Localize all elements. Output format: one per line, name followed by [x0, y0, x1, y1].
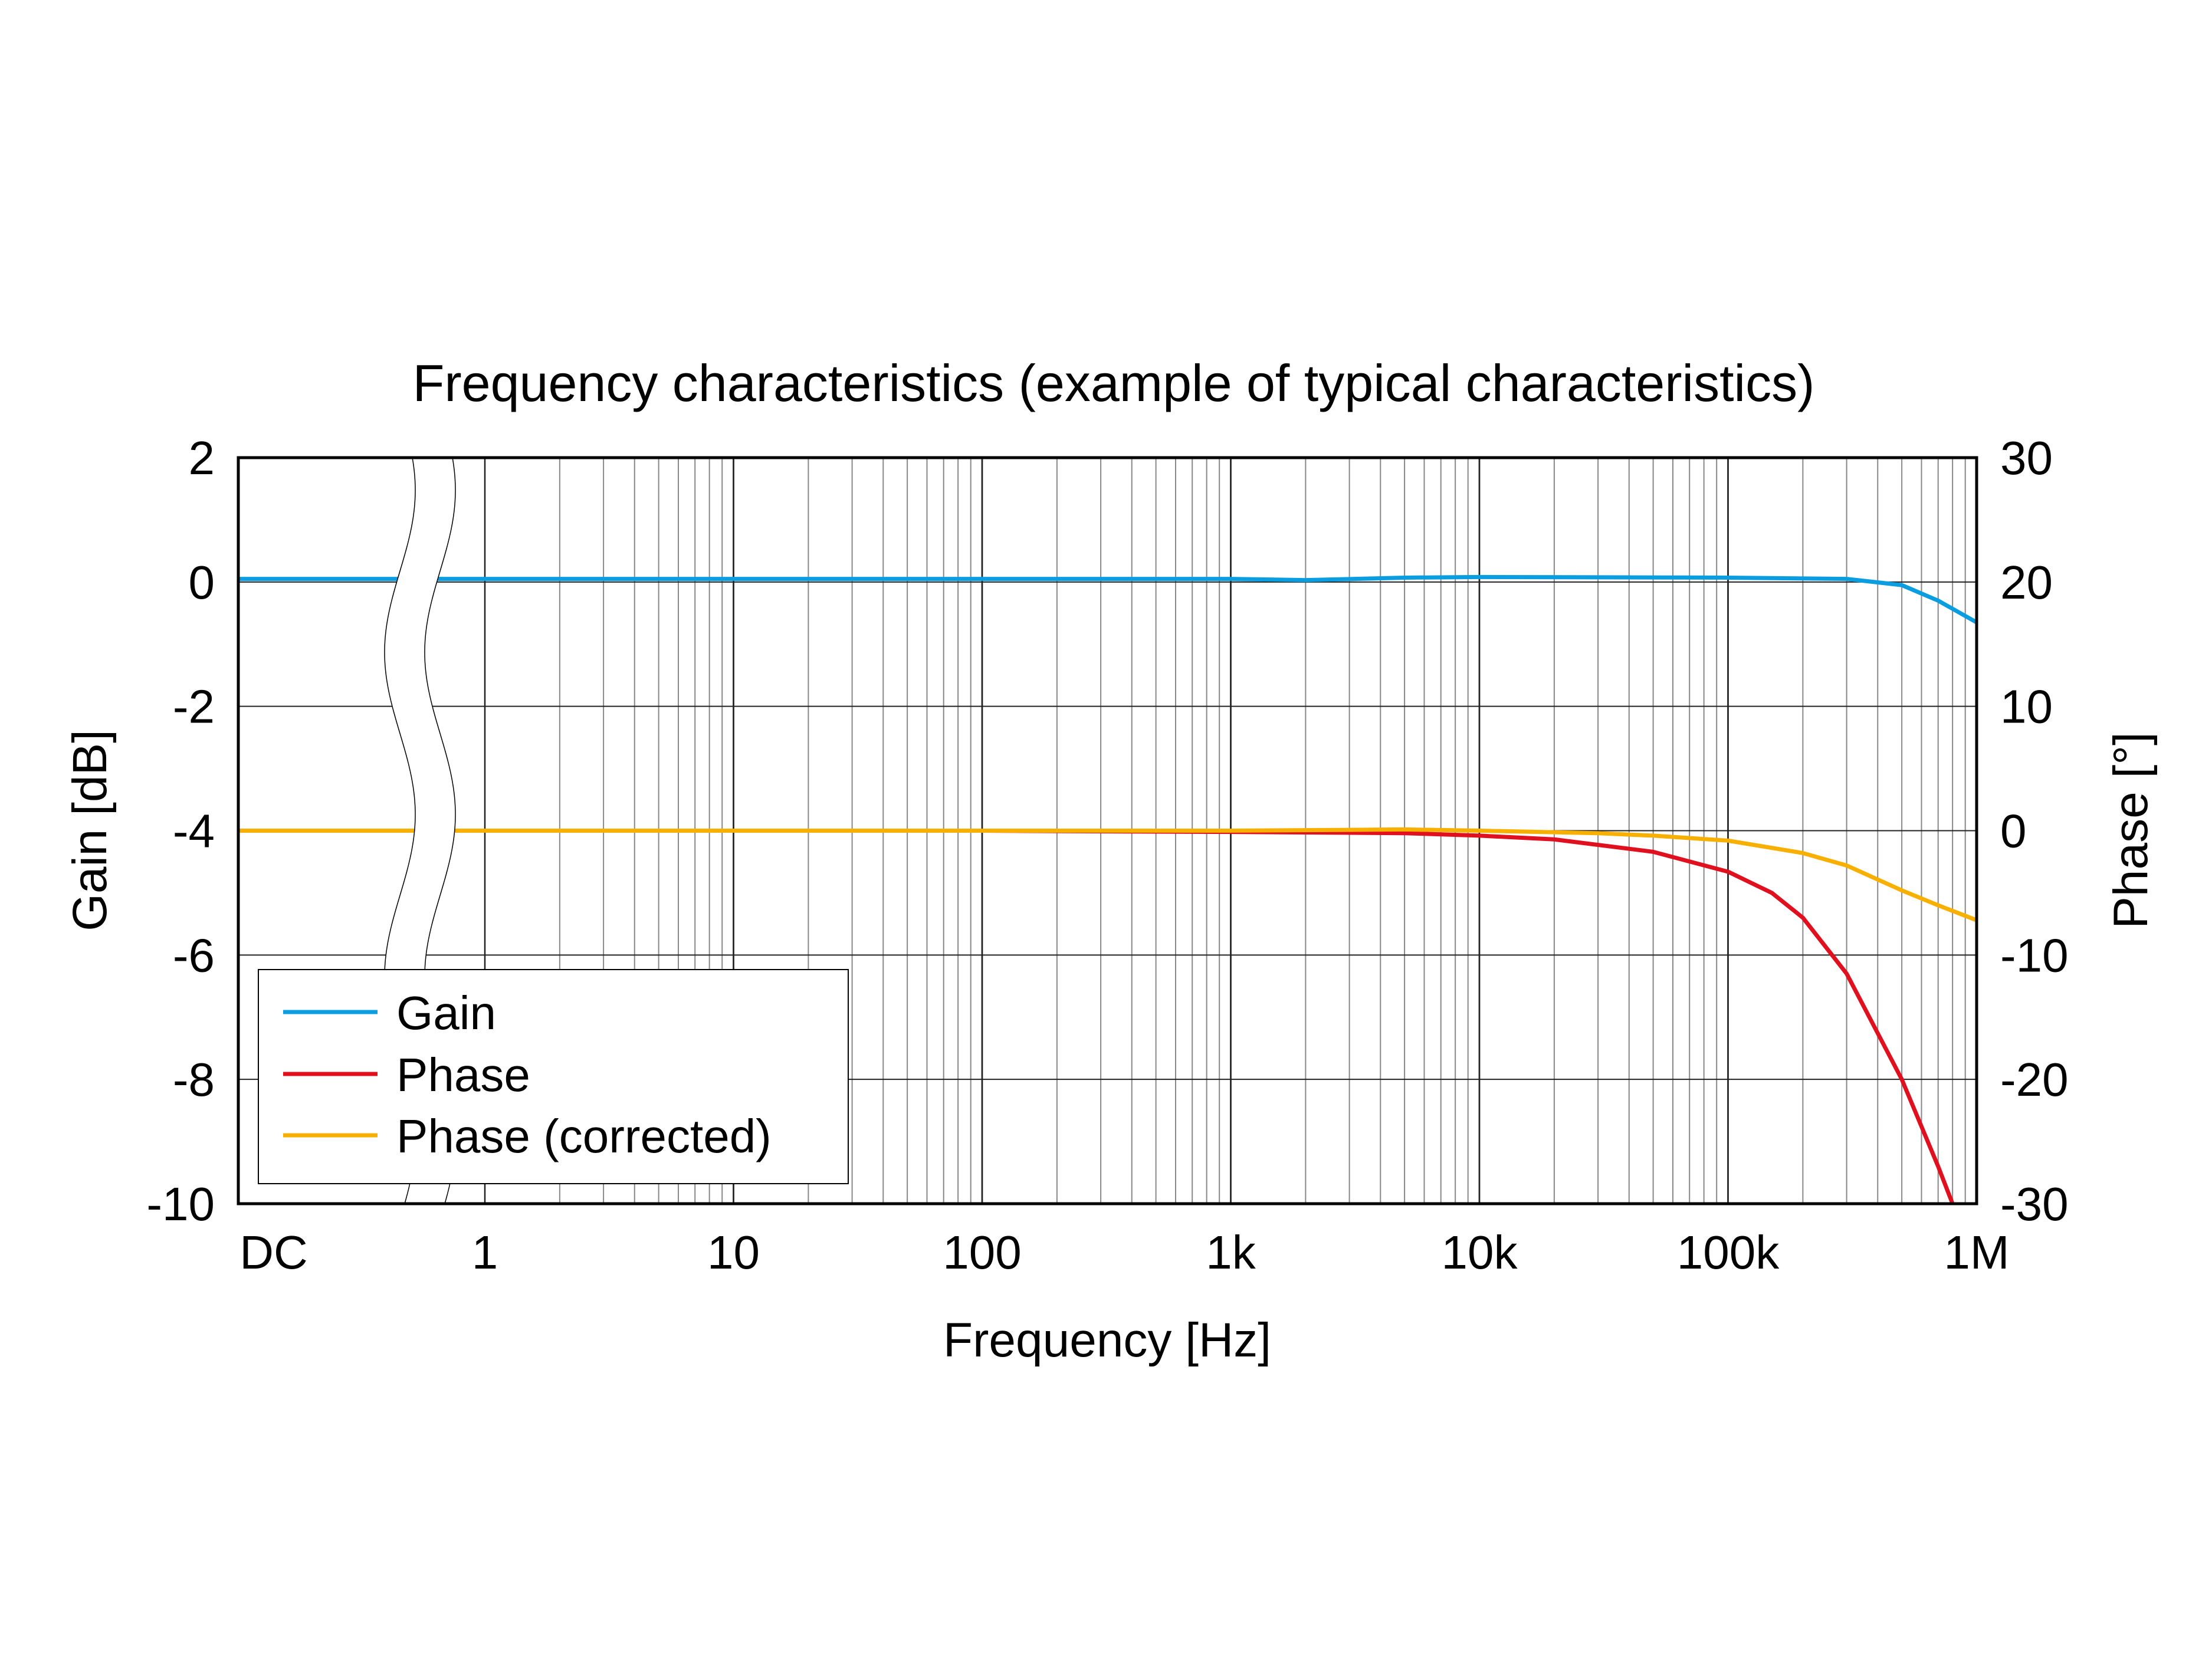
x-tick-label: DC [239, 1226, 308, 1279]
y2-tick-label: -20 [2000, 1053, 2069, 1106]
y-tick-label: -4 [173, 805, 215, 858]
x-tick-label: 100 [943, 1226, 1021, 1279]
y2-tick-label: -10 [2000, 929, 2069, 981]
x-tick-label: 1k [1206, 1226, 1256, 1279]
legend-label-phase: Phase [396, 1049, 530, 1101]
y2-tick-label: -30 [2000, 1178, 2069, 1230]
y-tick-label: -6 [173, 929, 215, 981]
x-tick-label: 10k [1442, 1226, 1518, 1279]
y-tick-label: -8 [173, 1053, 215, 1106]
x-tick-label: 1 [472, 1226, 498, 1279]
legend-box [258, 969, 849, 1184]
y2-tick-label: 10 [2000, 681, 2053, 733]
y-axis-label: Gain [dB] [63, 730, 117, 931]
y2-tick-label: 0 [2000, 805, 2027, 858]
y2-tick-label: 20 [2000, 556, 2053, 609]
x-axis-label: Frequency [Hz] [943, 1313, 1271, 1367]
chart-title: Frequency characteristics (example of ty… [413, 354, 1815, 412]
x-tick-label: 1M [1944, 1226, 2009, 1279]
y-tick-label: 0 [189, 556, 215, 609]
series-line-gain [238, 574, 1978, 625]
series-lines [238, 574, 1978, 1205]
y2-axis-label: Phase [°] [2104, 732, 2158, 929]
y-tick-label: 2 [189, 432, 215, 484]
tick-labels: DC 1 10 100 1k 10k 100k 1M20-2-4-6-8-103020100-… [146, 432, 2068, 1279]
y-tick-label: -2 [173, 681, 215, 733]
y2-tick-label: 30 [2000, 432, 2053, 484]
legend: Gain Phase Phase (corrected) [258, 969, 849, 1184]
legend-label-phase-corrected: Phase (corrected) [396, 1110, 772, 1162]
y-tick-label: -10 [146, 1178, 215, 1230]
legend-label-gain: Gain [396, 987, 496, 1039]
x-tick-label: 100k [1677, 1226, 1780, 1279]
series-line-phase-corrected [238, 827, 1978, 922]
x-tick-label: 10 [707, 1226, 760, 1279]
plot-frame [237, 456, 1978, 1205]
